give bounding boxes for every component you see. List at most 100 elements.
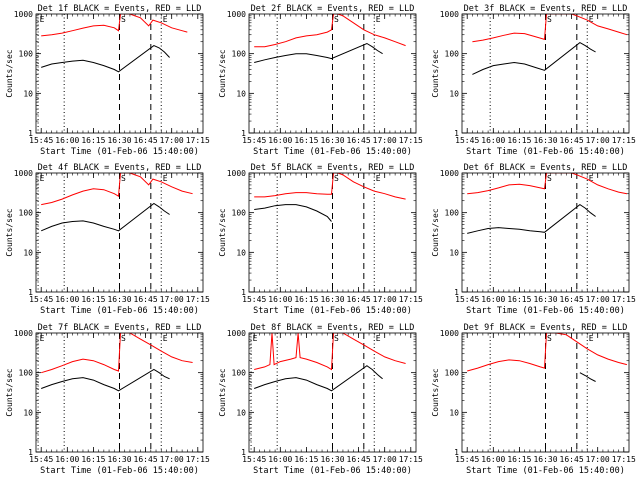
interval-marker-label: E [589,15,594,24]
events-series-line [41,368,170,392]
x-tick-label: 17:00 [160,455,184,464]
x-tick-label: 17:00 [160,136,184,145]
plot-frame [248,172,417,293]
y-tick-label: 10 [449,89,459,98]
interval-marker-label: E [589,174,594,183]
x-axis-label: Start Time (01-Feb-06 15:40:00) [253,466,412,476]
x-tick-label: 15:45 [455,455,479,464]
x-tick-label: 16:45 [347,136,371,145]
x-axis-label: Start Time (01-Feb-06 15:40:00) [253,147,412,157]
y-tick-label: 10 [236,408,246,417]
interval-marker-label: E [376,334,381,343]
interval-marker-label: E [253,334,258,343]
chart-title: Det 5f BLACK = Events, RED = LLD [251,163,415,173]
x-axis-label: Start Time (01-Feb-06 15:40:00) [40,466,199,476]
x-tick-label: 16:45 [134,295,158,304]
interval-marker-label: S [547,174,552,183]
y-tick-label: 100 [445,369,460,378]
y-tick-label: 1000 [227,329,246,338]
plot-frame [461,332,630,453]
x-tick-label: 17:00 [373,455,397,464]
x-tick-label: 16:00 [55,455,79,464]
y-tick-label: 10 [23,248,33,257]
interval-marker-label: S [334,15,339,24]
x-tick-label: 17:15 [186,455,210,464]
x-tick-label: 15:45 [29,136,53,145]
lld-series-line [467,333,628,372]
events-series-line [254,42,383,63]
plot-frame [461,172,630,293]
x-tick-label: 17:00 [160,295,184,304]
y-tick-label: 1000 [440,329,459,338]
x-tick-label: 16:45 [134,136,158,145]
y-axis-label: Counts/sec [218,368,227,416]
chart-title: Det 1f BLACK = Events, RED = LLD [38,4,202,14]
events-series-line [254,204,332,222]
x-tick-label: 16:15 [507,295,531,304]
x-tick-label: 16:30 [320,455,344,464]
x-tick-label: 16:00 [55,295,79,304]
x-tick-label: 16:45 [134,455,158,464]
y-tick-label: 100 [445,209,460,218]
lld-series-line [41,333,193,374]
y-tick-label: 1000 [440,10,459,19]
y-tick-label: 1 [241,288,246,297]
x-tick-label: 16:15 [294,455,318,464]
chart-panel: Det 4f BLACK = Events, RED = LLD Counts/s… [5,163,210,316]
chart-title: Det 8f BLACK = Events, RED = LLD [251,323,415,333]
interval-marker-label: S [547,334,552,343]
y-tick-label: 10 [449,248,459,257]
interval-marker-label: E [163,174,168,183]
chart-panel: Det 1f BLACK = Events, RED = LLD Counts/s… [5,4,210,157]
x-tick-label: 16:45 [560,295,584,304]
plot-frame [461,13,630,134]
chart-title: Det 9f BLACK = Events, RED = LLD [464,323,628,333]
x-tick-label: 16:15 [294,136,318,145]
x-axis-label: Start Time (01-Feb-06 15:40:00) [40,306,199,316]
x-tick-label: 17:00 [586,136,610,145]
x-tick-label: 16:00 [481,136,505,145]
y-tick-label: 1 [454,448,459,457]
chart-panel: Det 7f BLACK = Events, RED = LLD Counts/s… [5,323,210,476]
series-group [472,14,628,75]
events-series-line [41,202,170,232]
x-tick-label: 16:45 [560,455,584,464]
y-tick-label: 1000 [440,169,459,178]
series-group [254,173,406,222]
y-tick-label: 10 [23,89,33,98]
x-tick-label: 15:45 [242,295,266,304]
x-tick-label: 16:45 [560,136,584,145]
y-tick-label: 1 [28,288,33,297]
y-tick-label: 10 [236,248,246,257]
y-tick-label: 1000 [227,10,246,19]
y-tick-label: 100 [232,50,247,59]
y-tick-label: 100 [445,50,460,59]
x-tick-label: 15:45 [455,136,479,145]
y-tick-label: 1 [28,129,33,138]
x-axis-label: Start Time (01-Feb-06 15:40:00) [466,147,625,157]
y-tick-label: 1 [241,129,246,138]
lld-series-line [254,333,406,371]
interval-marker-label: E [163,334,168,343]
x-tick-label: 16:15 [294,295,318,304]
interval-marker-label: E [376,174,381,183]
x-tick-label: 16:45 [347,295,371,304]
y-tick-label: 100 [19,209,34,218]
x-tick-label: 16:30 [320,136,344,145]
x-tick-label: 16:45 [347,455,371,464]
plot-frame [35,13,204,134]
x-tick-label: 17:15 [399,295,423,304]
y-tick-label: 1 [454,129,459,138]
lld-series-line [467,173,627,195]
x-tick-label: 15:45 [242,136,266,145]
x-tick-label: 16:00 [268,136,292,145]
x-tick-label: 15:45 [455,295,479,304]
x-tick-label: 17:00 [586,455,610,464]
plot-frame [35,332,204,453]
y-axis-label: Counts/sec [431,368,440,416]
interval-marker-label: E [40,15,45,24]
x-tick-label: 15:45 [29,455,53,464]
interval-marker-label: S [121,174,126,183]
y-axis-label: Counts/sec [5,368,14,416]
y-axis-label: Counts/sec [5,208,14,256]
